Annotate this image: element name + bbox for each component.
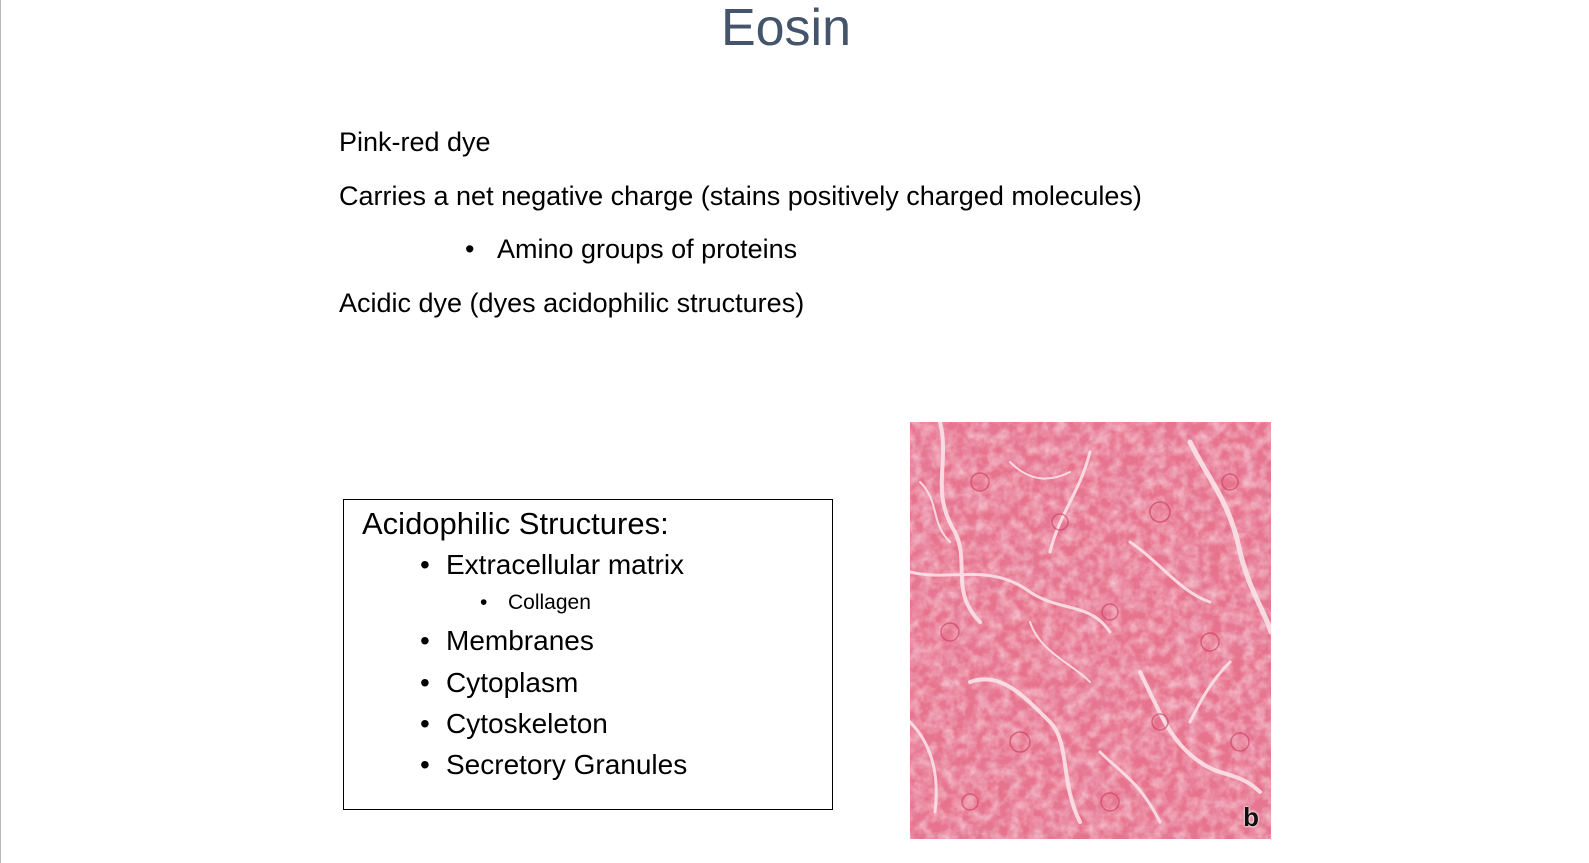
eosin-micrograph: b (910, 422, 1271, 839)
box-item-membranes: • Membranes (420, 624, 594, 658)
box-item-cytoplasm: • Cytoplasm (420, 666, 578, 700)
sub-bullet-text: Amino groups of proteins (497, 234, 798, 264)
box-item-text: Membranes (446, 625, 594, 656)
acidophilic-structures-box: Acidophilic Structures: • Extracellular m… (343, 499, 833, 810)
body-line-acidic-dye: Acidic dye (dyes acidophilic structures) (339, 287, 804, 319)
micrograph-texture (910, 422, 1271, 839)
micrograph-panel-label: b (1243, 802, 1259, 832)
body-line-text: Acidic dye (dyes acidophilic structures) (339, 288, 805, 318)
box-item-cytoskeleton: • Cytoskeleton (420, 707, 608, 741)
bullet-icon: • (420, 708, 430, 739)
box-subitem-collagen: • Collagen (480, 590, 591, 616)
box-item-extracellular-matrix: • Extracellular matrix (420, 548, 684, 582)
sub-bullet-amino-groups: • Amino groups of proteins (465, 233, 797, 265)
box-subitem-text: Collagen (508, 591, 591, 614)
body-line-text: Pink-red dye (339, 127, 491, 157)
box-title: Acidophilic Structures: (362, 506, 669, 541)
bullet-icon: • (420, 749, 430, 780)
bullet-icon: • (420, 549, 430, 580)
box-item-text: Secretory Granules (446, 749, 688, 780)
slide-left-border (0, 0, 1, 863)
box-item-text: Cytoskeleton (446, 708, 608, 739)
slide-title: Eosin (720, 0, 852, 57)
box-item-text: Cytoplasm (446, 667, 579, 698)
body-line-dye-color: Pink-red dye (339, 126, 491, 158)
box-item-text: Extracellular matrix (446, 549, 685, 580)
bullet-icon: • (420, 667, 430, 698)
bullet-icon: • (465, 234, 475, 264)
body-line-charge: Carries a net negative charge (stains po… (339, 180, 1142, 212)
bullet-icon: • (420, 625, 430, 656)
bullet-icon: • (480, 591, 488, 614)
body-line-text: Carries a net negative charge (stains po… (339, 181, 1142, 211)
box-item-secretory-granules: • Secretory Granules (420, 748, 687, 782)
